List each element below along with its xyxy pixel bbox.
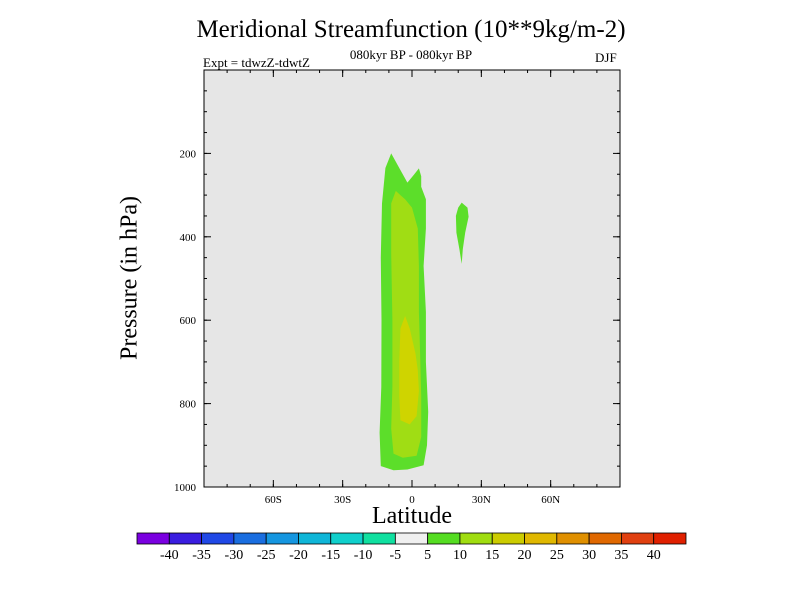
experiment-label: Expt = tdwzZ-tdwtZ [203, 55, 310, 70]
colorbar-swatch [556, 532, 590, 545]
colorbar-swatch [427, 532, 461, 545]
x-tick-label: 60S [265, 494, 282, 506]
colorbar-swatch [265, 532, 299, 545]
colorbar-swatch [588, 532, 622, 545]
x-tick-label: 30N [472, 494, 491, 506]
colorbar-label: 20 [518, 548, 532, 563]
colorbar-label: 30 [582, 548, 596, 563]
colorbar-label: -25 [257, 548, 276, 563]
x-tick-label: 60N [541, 494, 560, 506]
season-label: DJF [595, 50, 617, 65]
colorbar-label: 35 [614, 548, 628, 563]
colorbar-label: 10 [453, 548, 467, 563]
colorbar-label: -35 [192, 548, 211, 563]
y-tick-label: 400 [180, 232, 197, 244]
y-tick-label: 800 [180, 399, 197, 411]
colorbar-swatch [459, 532, 493, 545]
colorbar-swatch [362, 532, 396, 545]
x-tick-label: 30S [334, 494, 351, 506]
y-tick-label: 600 [180, 315, 197, 327]
y-tick-label: 1000 [174, 482, 197, 494]
colorbar-label: -5 [390, 548, 402, 563]
colorbar-label: -40 [160, 548, 179, 563]
colorbar-label: 5 [424, 548, 431, 563]
y-tick-label: 200 [180, 148, 197, 160]
colorbar-swatch [491, 532, 525, 545]
colorbar-swatch [621, 532, 655, 545]
x-axis-label: Latitude [372, 503, 452, 529]
colorbar-label: 25 [550, 548, 564, 563]
colorbar-swatch [653, 532, 687, 545]
colorbar-label: -30 [225, 548, 244, 563]
colorbar-swatch [233, 532, 267, 545]
colorbar-label: -20 [289, 548, 308, 563]
contour-region-1 [455, 202, 469, 264]
colorbar-swatch [168, 532, 202, 545]
colorbar-label: 40 [647, 548, 661, 563]
x-tick-label: 0 [409, 494, 415, 506]
chart-subtitle: 080kyr BP - 080kyr BP [349, 47, 473, 62]
colorbar-swatch [330, 532, 364, 545]
colorbar-swatch [524, 532, 558, 545]
chart-title: Meridional Streamfunction (10**9kg/m-2) [196, 16, 626, 43]
colorbar-label: -15 [321, 548, 340, 563]
colorbar-label: -10 [354, 548, 373, 563]
colorbar-label: 15 [485, 548, 499, 563]
contour-region-3 [399, 316, 419, 425]
colorbar-swatch [136, 532, 170, 545]
colorbar-swatch [201, 532, 235, 545]
colorbar-swatch [394, 532, 429, 545]
colorbar-swatch [298, 532, 332, 545]
